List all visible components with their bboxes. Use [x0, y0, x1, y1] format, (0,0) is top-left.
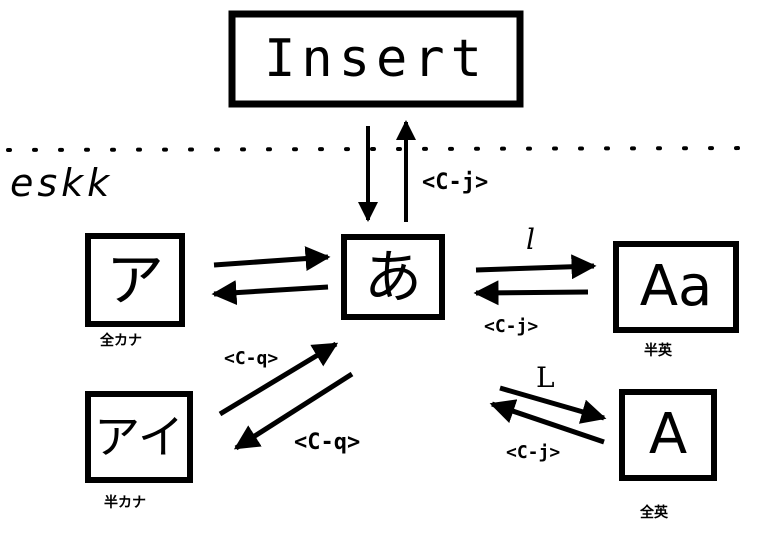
edge-label-hankaku-to-hiragana: <C-q> [224, 348, 279, 369]
hankaku-katakana-node-box [85, 391, 193, 483]
arrow-katakana-to-hiragana [213, 246, 331, 272]
arrow-ascii-to-hiragana [473, 280, 589, 306]
arrow-hiragana-to-katakana [211, 280, 329, 306]
eskk-area-label: eskk [10, 161, 114, 205]
insert-node-box [228, 10, 524, 108]
hankaku-katakana-caption: 半カナ [104, 495, 146, 511]
mode-boundary-dotted-line [6, 146, 762, 152]
hiragana-mode-label: あ [363, 243, 422, 311]
edge-label-hiragana-to-zenkaku-latin: L [536, 361, 555, 394]
zenkaku-katakana-node-box [85, 233, 185, 327]
edge-label-ascii-to-hiragana: <C-j> [484, 316, 539, 337]
zenkaku-latin-mode-label: A [648, 402, 688, 467]
edge-label-hiragana-to-insert: <C-j> [422, 170, 489, 195]
edge-label-hiragana-to-ascii: l [526, 223, 535, 256]
arrow-zenkaku-latin-to-hiragana [489, 399, 605, 445]
arrow-hankaku-to-hiragana [218, 341, 339, 417]
ascii-node-box [613, 241, 739, 333]
ascii-mode-label: Aa [639, 254, 713, 319]
zenkaku-katakana-caption: 全カナ [100, 333, 142, 349]
edge-label-hiragana-to-hankaku: <C-q> [294, 430, 361, 455]
zenkaku-latin-caption: 全英 [640, 505, 668, 521]
arrow-hiragana-to-hankaku [233, 371, 354, 451]
hankaku-katakana-mode-label: アイ [94, 410, 184, 464]
zenkaku-katakana-mode-label: ア [105, 246, 164, 314]
insert-mode-label: Insert [264, 29, 488, 89]
arrow-hiragana-to-ascii [475, 254, 597, 280]
ascii-caption: 半英 [644, 343, 672, 359]
hiragana-node-box [341, 234, 445, 320]
zenkaku-latin-node-box [619, 389, 717, 481]
edge-label-zenkaku-latin-to-hiragana: <C-j> [506, 442, 561, 463]
arrow-hiragana-to-zenkaku-latin [499, 385, 607, 424]
